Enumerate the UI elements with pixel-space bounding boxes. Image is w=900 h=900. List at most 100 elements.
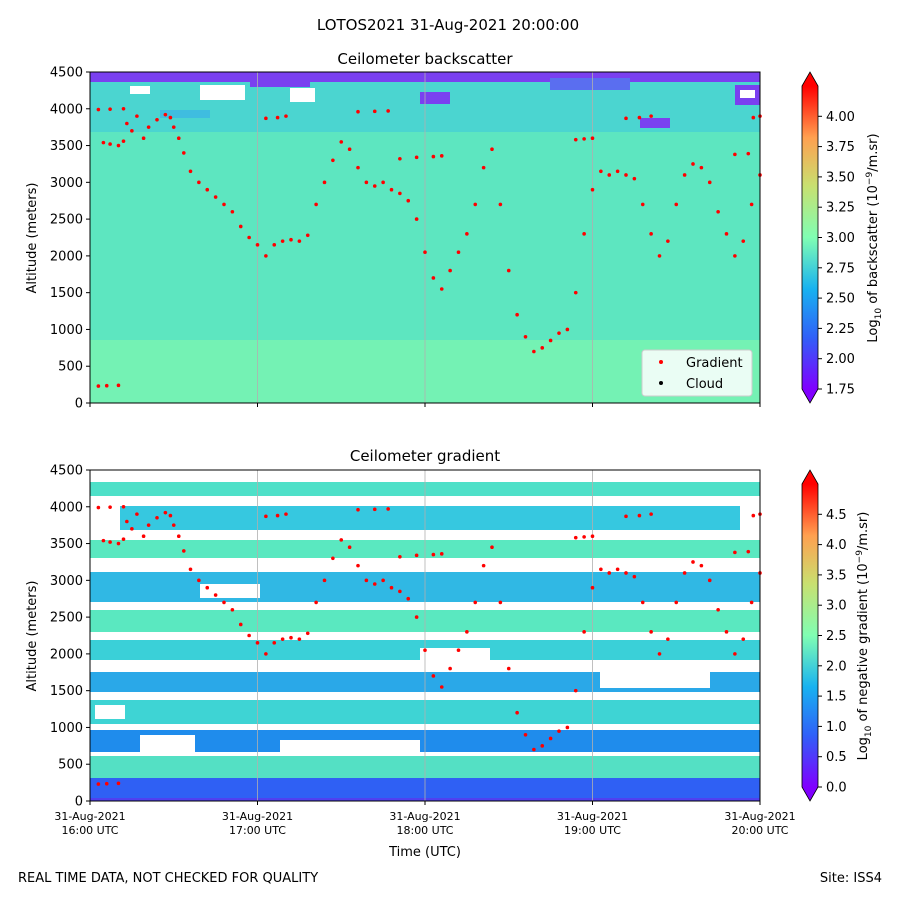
gradient-point [381,578,385,583]
legend-gradient-marker [659,360,663,364]
gradient-point [423,648,427,653]
backscatter-colorbar-ticks: 1.75 2.00 2.25 2.50 2.75 3.00 3.25 3.50 3.75 4.00 [818,110,855,398]
gradient-point [116,383,121,388]
gradient-point [188,567,193,572]
gradient-point [398,191,402,196]
gradient-point [163,510,168,515]
gradient-point [439,154,444,158]
y-tick-label: 4000 [50,500,83,515]
gradient-point [724,630,729,634]
gradient-point [733,652,737,656]
gradient-point [649,512,653,516]
gradient-point [222,202,226,207]
gradient-point [733,550,737,555]
gradient-colorbar-ticks: 0.0 0.5 1.0 1.5 2.0 2.5 3.0 3.5 4.0 4.5 [818,508,847,796]
backscatter-y-axis: 0 500 1000 1500 2000 2500 3000 3500 4000 4500 [50,66,90,412]
gradient-point [490,147,494,152]
colorbar-tick-label: 3.50 [826,170,855,185]
y-tick-label: 500 [58,758,83,773]
gradient-point [607,571,612,575]
gradient-point [666,239,670,243]
gradient-point [264,254,268,258]
gradient-point [557,331,561,335]
gradient-point [322,180,327,185]
gradient-point [741,637,746,641]
gradient-point [674,600,679,605]
gradient-point [423,250,427,255]
gradient-point [746,151,751,156]
gradient-point [176,136,181,140]
gradient-point [272,243,277,247]
gradient-point [356,563,360,568]
gradient-point [599,169,603,174]
gradient-point [498,600,503,605]
colorbar-tick-label: 2.00 [826,352,855,367]
backscatter-ylabel: Altitude (meters) [25,183,40,294]
gradient-point [297,637,302,641]
gradient-point [523,335,528,339]
gradient-point [222,600,226,605]
gradient-point [649,232,653,236]
gradient-point [386,507,390,511]
colorbar-tick-label: 2.75 [826,261,855,276]
gradient-point [599,567,603,572]
gradient-point [707,180,712,185]
gradient-point [339,538,344,542]
gradient-point [749,600,754,605]
gradient-point [439,287,444,291]
colorbar-tick-label: 3.00 [826,231,855,246]
backscatter-x-axis [89,403,761,407]
gradient-point [289,237,293,242]
gradient-point [130,129,134,133]
gradient-point [264,652,268,656]
gradient-point [532,349,536,354]
gradient-point [414,217,419,221]
gradient-point [255,243,260,247]
gradient-colorbar-label: Log10 of negative gradient (10−9/m.sr) [855,512,874,761]
gradient-point [116,781,121,786]
gradient-point [188,169,193,174]
gradient-colorbar: 0.0 0.5 1.0 1.5 2.0 2.5 3.0 3.5 4.0 4.5 Log10 of … [801,469,874,802]
gradient-point [135,114,139,118]
gradient-point [490,545,494,550]
gradient-point [506,268,511,273]
y-tick-label: 1000 [50,323,83,338]
colorbar-tick-label: 3.75 [826,140,855,155]
gradient-point [372,507,377,512]
gradient-point [733,152,737,157]
gradient-point [590,534,595,538]
gradient-point [141,136,146,140]
colorbar-tick-label: 1.75 [826,383,855,398]
gradient-point [573,688,578,693]
gradient-point [104,781,109,786]
gradient-point [108,540,112,544]
gradient-point [481,165,486,170]
gradient-point [406,198,411,203]
backscatter-panel: Ceilometer backscatter 0 500 1000 1500 2000 2… [25,50,884,412]
gradient-point [649,114,653,118]
gradient-point [305,631,310,636]
gradient-point [197,578,201,583]
gradient-point [548,736,553,741]
gradient-point [364,180,369,185]
gradient-point [674,202,679,207]
gradient-point [182,151,186,155]
gradient-point [284,114,288,118]
gradient-point [573,137,578,142]
gradient-point [163,112,168,117]
gradient-point [339,140,344,144]
colorbar-tick-label: 2.5 [826,629,847,644]
gradient-point [331,556,335,561]
gradient-point [733,254,737,258]
gradient-point [632,176,637,181]
backscatter-legend: Gradient Cloud [641,349,753,397]
gradient-ylabel: Altitude (meters) [25,581,40,692]
y-tick-label: 500 [58,360,83,375]
gradient-point [230,209,235,214]
gradient-point [197,180,201,185]
gradient-point [624,571,628,575]
x-tick-date: 31-Aug-2021 [724,810,795,823]
gradient-point [431,276,436,280]
x-tick-date: 31-Aug-2021 [389,810,460,823]
colorbar-tick-label: 1.5 [826,690,847,705]
